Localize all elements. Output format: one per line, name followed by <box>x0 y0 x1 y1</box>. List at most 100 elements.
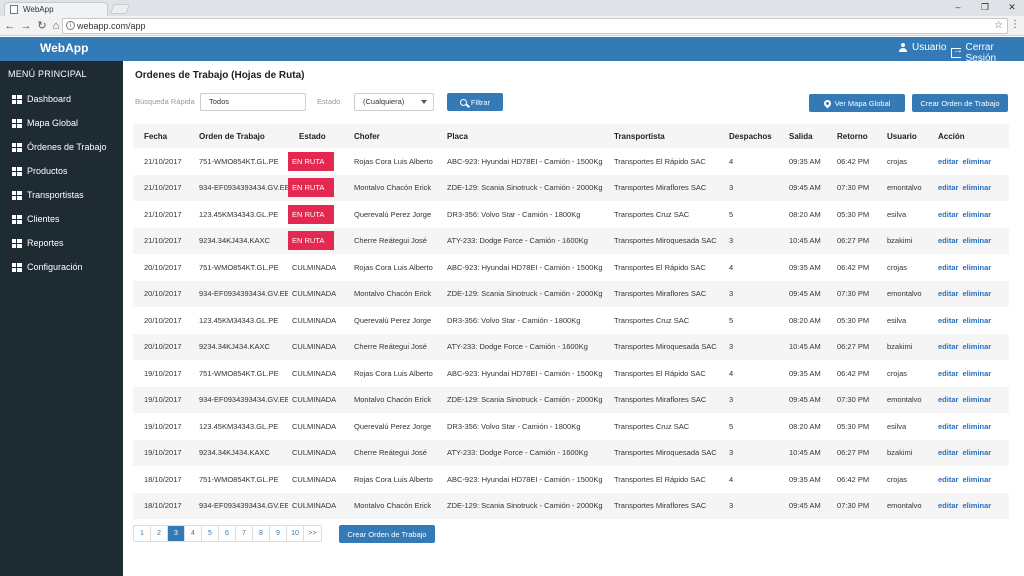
delete-link[interactable]: eliminar <box>962 183 992 193</box>
browser-tab[interactable]: WebApp <box>4 2 108 16</box>
back-icon[interactable]: ← <box>4 20 16 32</box>
home-icon[interactable]: ⌂ <box>52 20 60 32</box>
cell-accion: editar eliminar <box>927 281 1009 308</box>
sidebar-item-mapa-global[interactable]: Mapa Global <box>12 118 78 128</box>
create-order-button-bottom[interactable]: Crear Orden de Trabajo <box>339 525 435 543</box>
edit-link[interactable]: editar <box>938 183 959 193</box>
col-despachos[interactable]: Despachos <box>729 131 772 141</box>
browser-menu-icon[interactable]: ⋮ <box>1010 19 1020 30</box>
edit-link[interactable]: editar <box>938 368 959 378</box>
edit-link[interactable]: editar <box>938 236 959 246</box>
status-badge: CULMINADA <box>292 474 337 484</box>
star-icon[interactable]: ☆ <box>994 20 1003 31</box>
edit-link[interactable]: editar <box>938 262 959 272</box>
address-url: webapp.com/app <box>77 21 146 31</box>
sidebar-item-dashboard[interactable]: Dashboard <box>12 94 71 104</box>
delete-link[interactable]: eliminar <box>962 236 992 246</box>
cell-chofer: Cherre Reátegui José <box>354 342 427 352</box>
col-usuario[interactable]: Usuario <box>887 131 917 141</box>
page-link[interactable]: >> <box>308 530 317 537</box>
delete-link[interactable]: eliminar <box>962 156 992 166</box>
sidebar-item-reportes[interactable]: Reportes <box>12 238 64 248</box>
cell-transportista: Transportes Miraflores SAC <box>614 501 707 511</box>
map-button[interactable]: Ver Mapa Global <box>809 94 905 112</box>
page-link[interactable]: 7 <box>236 526 253 541</box>
delete-link[interactable]: eliminar <box>962 209 992 219</box>
delete-link[interactable]: eliminar <box>962 368 992 378</box>
close-icon[interactable]: ✕ <box>1008 2 1016 12</box>
sidebar-item-label: Órdenes de Trabajo <box>27 142 107 152</box>
delete-link[interactable]: eliminar <box>962 262 992 272</box>
cell-accion: editar eliminar <box>927 175 1009 202</box>
page-link[interactable]: 3 <box>168 526 185 541</box>
col-fecha[interactable]: Fecha <box>144 131 168 141</box>
delete-link[interactable]: eliminar <box>962 421 992 431</box>
col-orden[interactable]: Orden de Trabajo <box>199 131 265 141</box>
sidebar-item-transportistas[interactable]: Transportistas <box>12 190 84 200</box>
col-transportista[interactable]: Transportista <box>614 131 665 141</box>
page-link[interactable]: 8 <box>253 526 270 541</box>
cell-fecha: 19/10/2017 <box>144 395 182 405</box>
cell-retorno: 06:27 PM <box>837 236 870 246</box>
delete-link[interactable]: eliminar <box>962 289 992 299</box>
col-retorno[interactable]: Retorno <box>837 131 868 141</box>
sidebar-item-ordenes[interactable]: Órdenes de Trabajo <box>12 142 107 152</box>
table-row: 20/10/2017 751-WMO854KT.GL.PE CULMINADA Roj… <box>133 254 1009 281</box>
cell-estado: CULMINADA <box>288 281 343 308</box>
user-menu[interactable]: Usuario <box>898 42 946 53</box>
edit-link[interactable]: editar <box>938 342 959 352</box>
edit-link[interactable]: editar <box>938 395 959 405</box>
edit-link[interactable]: editar <box>938 448 959 458</box>
cell-salida: 08:20 AM <box>789 315 821 325</box>
address-bar[interactable]: i webapp.com/app ☆ <box>62 18 1008 34</box>
cell-orden: 9234.34KJ434.KAXC <box>199 448 270 458</box>
filter-button[interactable]: Filtrar <box>447 93 503 111</box>
page-link[interactable]: 5 <box>202 526 219 541</box>
cell-despachos: 3 <box>729 289 734 299</box>
create-order-button[interactable]: Crear Orden de Trabajo <box>912 94 1008 112</box>
col-placa[interactable]: Placa <box>447 131 468 141</box>
sidebar-item-configuracion[interactable]: Configuración <box>12 262 83 272</box>
delete-link[interactable]: eliminar <box>962 315 992 325</box>
table-header-row: Fecha Orden de Trabajo Estado Chofer Pla… <box>133 124 1009 148</box>
sidebar-item-clientes[interactable]: Clientes <box>12 214 60 224</box>
page-link[interactable]: 9 <box>270 526 287 541</box>
cell-fecha: 19/10/2017 <box>144 368 182 378</box>
delete-link[interactable]: eliminar <box>962 474 992 484</box>
estado-select[interactable]: (Cualquiera) <box>354 93 434 111</box>
page-link[interactable]: 2 <box>151 526 168 541</box>
app-header: WebApp Usuario Cerrar Sesión <box>0 37 1024 64</box>
edit-link[interactable]: editar <box>938 156 959 166</box>
edit-link[interactable]: editar <box>938 474 959 484</box>
page-link[interactable]: 6 <box>219 526 236 541</box>
search-input[interactable]: Todos <box>200 93 306 111</box>
cell-despachos: 4 <box>729 474 734 484</box>
cell-retorno: 06:42 PM <box>837 262 870 272</box>
delete-link[interactable]: eliminar <box>962 342 992 352</box>
edit-link[interactable]: editar <box>938 315 959 325</box>
page-link[interactable]: 4 <box>185 526 202 541</box>
brand-logo[interactable]: WebApp <box>40 41 89 55</box>
forward-icon[interactable]: → <box>20 20 32 32</box>
col-estado[interactable]: Estado <box>299 131 326 141</box>
edit-link[interactable]: editar <box>938 501 959 511</box>
delete-link[interactable]: eliminar <box>962 395 992 405</box>
info-icon[interactable]: i <box>66 21 75 30</box>
delete-link[interactable]: eliminar <box>962 501 992 511</box>
col-salida[interactable]: Salida <box>789 131 813 141</box>
edit-link[interactable]: editar <box>938 209 959 219</box>
edit-link[interactable]: editar <box>938 421 959 431</box>
col-chofer[interactable]: Chofer <box>354 131 380 141</box>
cell-transportista: Transportes Cruz SAC <box>614 315 690 325</box>
logout-label: Cerrar Sesión <box>965 42 997 64</box>
reload-icon[interactable]: ↻ <box>37 20 47 32</box>
edit-link[interactable]: editar <box>938 289 959 299</box>
page-link[interactable]: 1 <box>134 526 151 541</box>
new-tab-button[interactable] <box>110 4 130 14</box>
delete-link[interactable]: eliminar <box>962 448 992 458</box>
sidebar-item-productos[interactable]: Productos <box>12 166 68 176</box>
page-link[interactable]: 10 <box>287 526 304 541</box>
maximize-icon[interactable]: ❐ <box>980 2 990 12</box>
minimize-icon[interactable]: – <box>955 2 961 12</box>
logout-link[interactable]: Cerrar Sesión <box>951 42 1024 64</box>
